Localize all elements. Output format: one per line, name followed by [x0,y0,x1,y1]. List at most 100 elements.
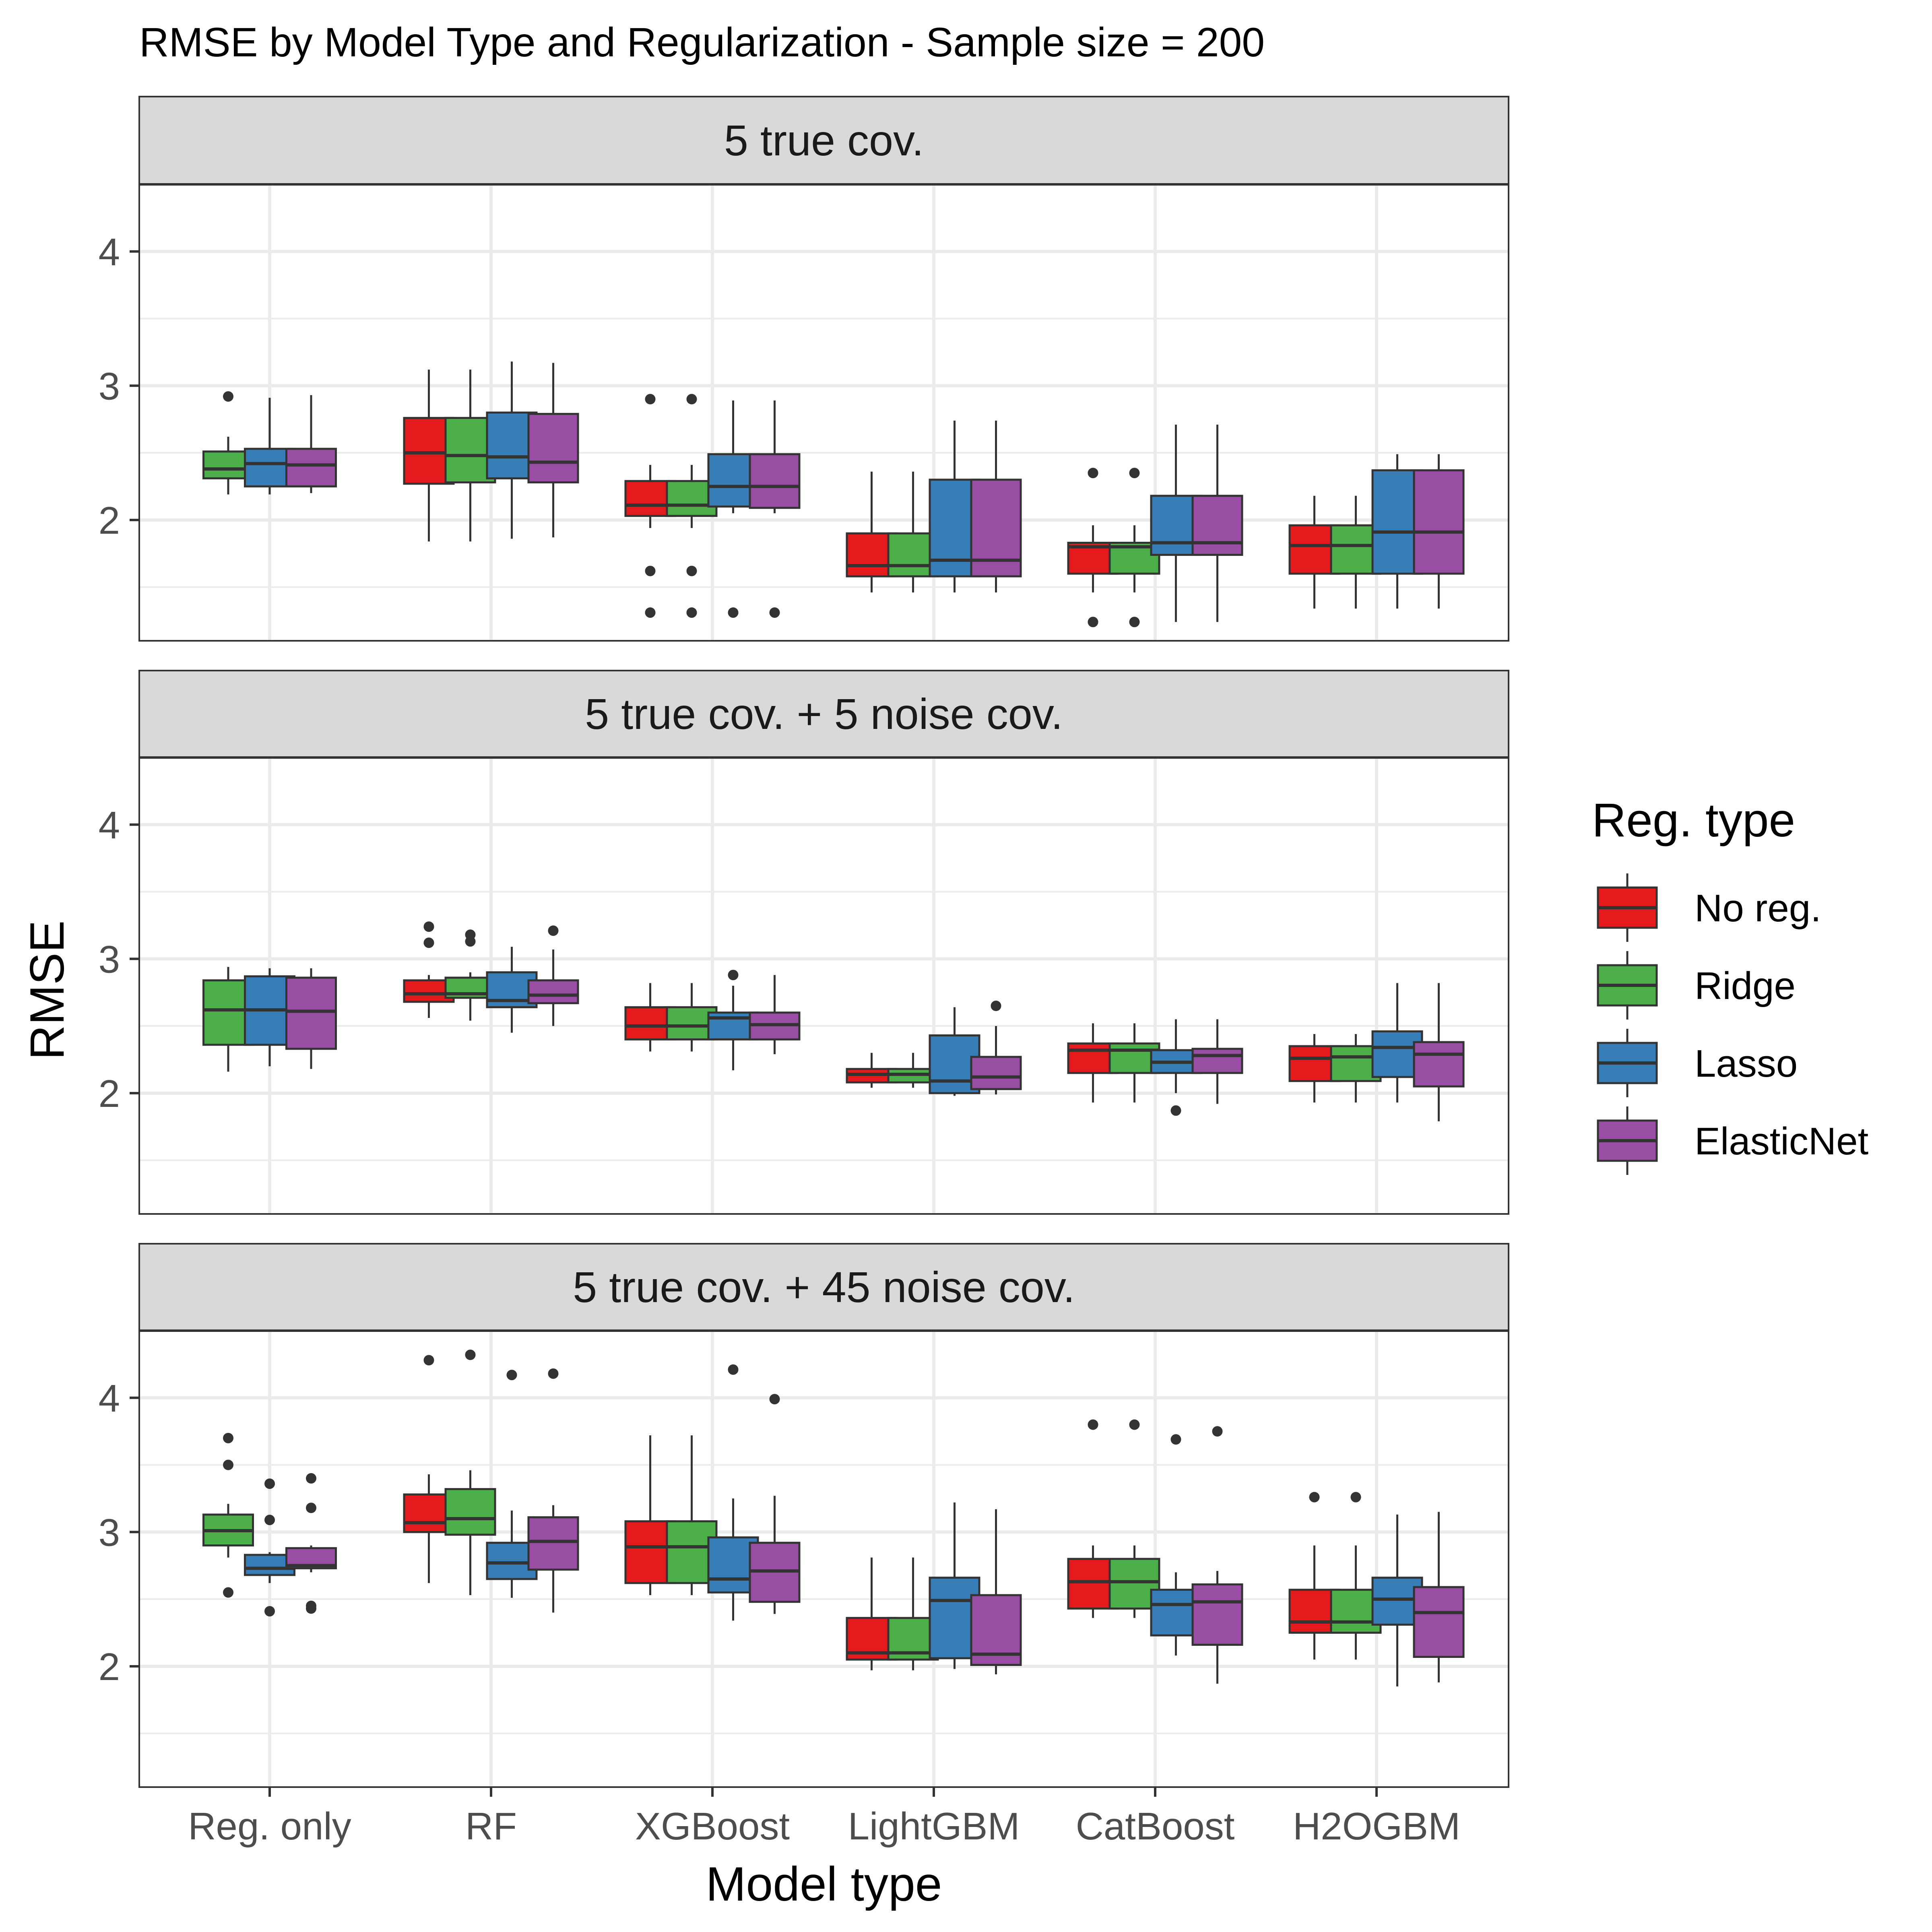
chart-title: RMSE by Model Type and Regularization - … [139,19,1265,65]
outlier-point [645,607,656,618]
x-tick-label: XGBoost [635,1805,790,1848]
box-reg-only-ridge [202,1432,254,1598]
outlier-point [769,1394,780,1405]
facet-strip [138,1243,1509,1331]
outlier-point [1088,1419,1098,1430]
panel-background [139,1331,1509,1787]
outlier-point [1350,1492,1361,1503]
box-catboost-elasticnet [1191,1426,1243,1684]
outlier-point [686,607,697,618]
legend-label: ElasticNet [1695,1120,1868,1163]
outlier-point [1088,617,1098,627]
x-tick-label: RF [465,1805,517,1848]
box-catboost-ridge [1108,468,1160,627]
outlier-point [728,970,739,980]
box-rf-elasticnet [527,1368,579,1613]
box-iqr [1413,469,1465,575]
legend-item-no-reg: No reg. [1597,873,1821,942]
box-iqr [1191,495,1243,556]
y-tick-label: 3 [99,938,120,981]
box-h2ogbm-elasticnet [1413,454,1465,609]
outlier-point [728,1364,739,1375]
outlier-point [769,607,780,618]
y-tick-label: 4 [99,804,120,847]
outlier-point [423,937,434,948]
box-xgboost-no-reg [624,983,676,1052]
x-axis: Reg. only RF XGBoost LightGBM CatBoost H2OGBM [188,1787,1460,1848]
y-tick-label: 4 [99,231,120,274]
facet-panels: 5 true cov. 2 3 4 5 true cov. + 5 noise cov.… [99,96,1509,1788]
x-tick-label: Reg. only [188,1805,351,1848]
box-h2ogbm-elasticnet [1413,1512,1465,1682]
box-lightgbm-elasticnet [970,1509,1022,1674]
outlier-point [223,391,233,402]
box-iqr [444,1488,496,1536]
outlier-point [1129,468,1140,479]
box-iqr [285,448,337,487]
outlier-point [506,1370,517,1381]
outlier-point [686,566,697,576]
box-xgboost-elasticnet [749,400,801,618]
y-tick-label: 3 [99,365,120,408]
outlier-point [1170,1434,1181,1445]
box-iqr [1108,1558,1160,1610]
facet-strip [138,670,1509,758]
outlier-point [1309,1492,1320,1503]
outlier-point [728,607,739,618]
box-iqr [527,979,579,1004]
outlier-point [306,1473,316,1484]
box-xgboost-elasticnet [749,1394,801,1614]
box-xgboost-elasticnet [749,975,801,1055]
panel-background [139,758,1509,1214]
box-lightgbm-elasticnet [970,421,1022,592]
box-iqr [970,479,1022,578]
outlier-point [465,936,476,947]
y-tick-label: 2 [99,1645,120,1688]
box-catboost-elasticnet [1191,1019,1243,1104]
outlier-point [645,394,656,405]
outlier-point [264,1515,275,1525]
box-iqr [1191,1048,1243,1074]
outlier-point [306,1603,316,1614]
box-iqr [1413,1041,1465,1088]
x-tick-label: H2OGBM [1293,1805,1460,1848]
legend-item-ridge: Ridge [1597,951,1796,1020]
legend-item-elasticnet: ElasticNet [1597,1106,1868,1175]
outlier-point [223,1432,233,1443]
box-iqr [527,1516,579,1571]
panel-5-true-cov-45-noise-cov: 5 true cov. + 45 noise cov. 2 3 4 [99,1243,1509,1788]
box-iqr [970,1056,1022,1090]
panel-background [139,184,1509,641]
legend-label: Ridge [1695,964,1796,1007]
outlier-point [423,1355,434,1366]
box-rf-elasticnet [527,363,579,538]
legend-item-lasso: Lasso [1597,1029,1798,1097]
facet-strip-label: 5 true cov. + 45 noise cov. [573,1263,1075,1311]
y-axis-title: RMSE [20,921,74,1060]
legend-title: Reg. type [1592,794,1795,847]
box-xgboost-ridge [666,1435,718,1596]
box-rf-elasticnet [527,925,579,1026]
box-iqr [1191,1583,1243,1646]
box-iqr [749,453,801,509]
outlier-point [1212,1426,1223,1437]
y-tick-label: 2 [99,1072,120,1115]
x-tick-label: CatBoost [1076,1805,1235,1848]
box-reg-only-elasticnet [285,1473,337,1614]
outlier-point [264,1606,275,1617]
outlier-point [991,1001,1001,1011]
outlier-point [645,566,656,576]
facet-strip-label: 5 true cov. + 5 noise cov. [585,689,1063,738]
box-iqr [285,976,337,1050]
panel-5-true-cov: 5 true cov. 2 3 4 [99,96,1509,642]
outlier-point [1170,1105,1181,1116]
box-iqr [1413,1586,1465,1658]
facet-strip-label: 5 true cov. [724,116,924,165]
outlier-point [686,394,697,405]
box-catboost-elasticnet [1191,425,1243,622]
box-h2ogbm-elasticnet [1413,983,1465,1121]
legend-label: Lasso [1695,1042,1798,1085]
outlier-point [1129,617,1140,627]
outlier-point [264,1478,275,1489]
